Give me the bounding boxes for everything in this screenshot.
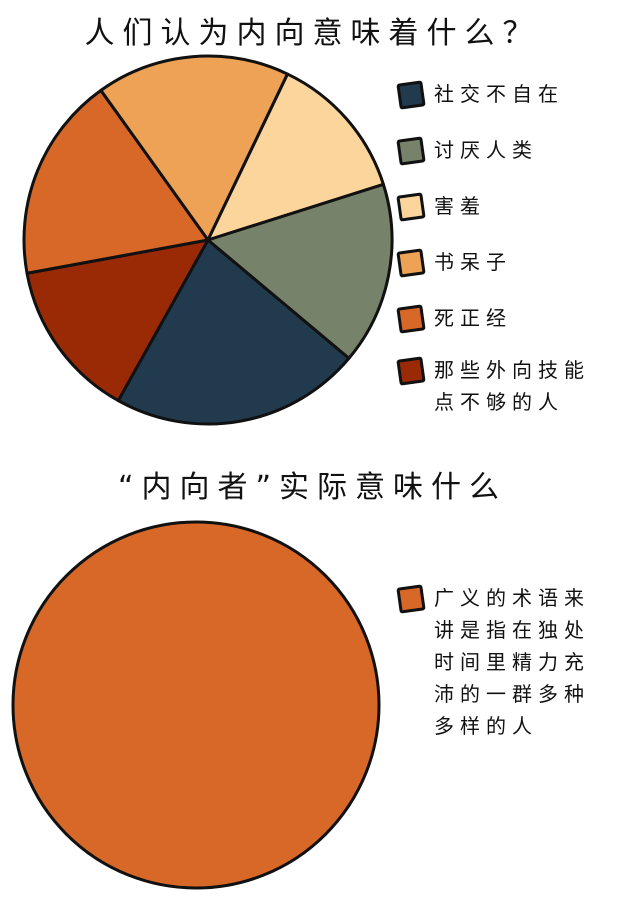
legend-item: 讨厌人类	[396, 134, 614, 166]
legend-item: 社交不自在	[396, 78, 614, 110]
chart1-slice	[206, 72, 385, 242]
chart1-slice	[206, 182, 394, 360]
chart2-slice	[11, 520, 381, 890]
legend-swatch	[396, 584, 426, 614]
legend-item: 害羞	[396, 190, 614, 222]
chart1-slice	[99, 54, 290, 242]
chart2-title: “内向者”实际意味什么	[117, 470, 508, 505]
legend-label: 那些外向技能点不够的人	[434, 358, 590, 414]
legend-label: 社交不自在	[434, 82, 564, 106]
legend-label: 书呆子	[434, 250, 512, 274]
chart1-slice	[25, 238, 210, 403]
legend-label: 广义的术语来讲是指在独处时间里精力充沛的一群多种多样的人	[434, 586, 590, 738]
chart1-slice	[22, 88, 210, 275]
legend-swatch	[396, 80, 426, 110]
legend-swatch	[396, 192, 426, 222]
legend-label: 死正经	[434, 306, 512, 330]
legend-item: 死正经	[396, 302, 614, 334]
legend-swatch	[396, 248, 426, 278]
legend-label: 讨厌人类	[434, 138, 538, 162]
legend-swatch	[396, 356, 426, 386]
chart1-legend: 社交不自在 讨厌人类 害羞 书呆子 死正经 那些外向技能点不够的人	[396, 78, 614, 442]
legend-item: 广义的术语来讲是指在独处时间里精力充沛的一群多种多样的人	[396, 582, 614, 742]
legend-item: 书呆子	[396, 246, 614, 278]
legend-swatch	[396, 304, 426, 334]
chart1-slice	[116, 238, 351, 426]
chart2-legend: 广义的术语来讲是指在独处时间里精力充沛的一群多种多样的人	[396, 582, 614, 766]
legend-swatch	[396, 136, 426, 166]
chart1-title: 人们认为内向意味着什么？	[84, 16, 541, 51]
legend-item: 那些外向技能点不够的人	[396, 354, 614, 418]
legend-label: 害羞	[434, 194, 486, 218]
